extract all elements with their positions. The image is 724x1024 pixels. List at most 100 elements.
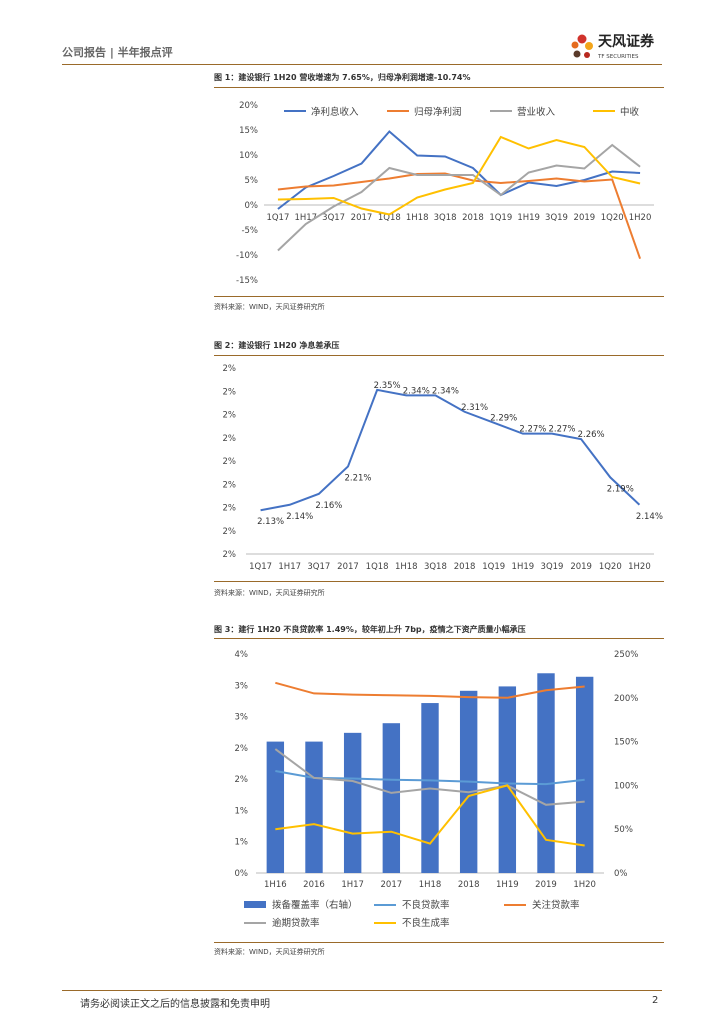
brand-logo: 天风证券 TF SECURITIES: [571, 33, 655, 60]
header-rule: [62, 64, 662, 65]
y-left-tick-label: 2%: [235, 775, 249, 785]
figure-2-source: 资料来源：WIND，天风证券研究所: [214, 589, 325, 597]
y-tick-label: 2%: [223, 364, 237, 374]
figure-3-source: 资料来源：WIND，天风证券研究所: [214, 948, 325, 956]
y-tick-label: 2%: [223, 387, 237, 397]
x-tick-label: 3Q18: [424, 562, 447, 572]
coverage-bar: [498, 686, 517, 873]
y-tick-label: 5%: [245, 176, 259, 186]
y-tick-label: 2%: [223, 504, 237, 514]
nim-line: [260, 388, 641, 512]
series-line-4: [275, 784, 585, 847]
x-tick-label: 1Q18: [378, 213, 401, 223]
x-tick-label: 1H17: [341, 880, 364, 890]
data-label: 2.29%: [490, 414, 517, 424]
y-tick-label: 2%: [223, 434, 237, 444]
x-tick-label: 1Q19: [489, 213, 512, 223]
x-tick-label: 1H20: [628, 562, 651, 572]
coverage-bar: [537, 673, 555, 873]
coverage-bar: [266, 741, 285, 873]
figure-1-source: 资料来源：WIND，天风证券研究所: [214, 303, 325, 311]
footer-rule: [62, 990, 662, 991]
chart-2-net-interest-margin: 2% 2% 2% 2% 2% 2% 2% 2% 2% 1Q17 1H17 3Q17 2017 1Q18 1H…: [223, 364, 663, 572]
y-tick-label: 2%: [223, 527, 237, 537]
y-right-tick-label: 0%: [614, 869, 628, 879]
y-left-tick-label: 4%: [235, 650, 249, 660]
legend-label-0: 拨备覆盖率（右轴）: [272, 899, 358, 911]
x-tick-label: 1H19: [512, 562, 535, 572]
x-tick-label: 1H18: [395, 562, 418, 572]
data-label: 2.14%: [286, 512, 313, 522]
legend-label-4: 不良生成率: [402, 917, 450, 929]
x-tick-label: 2018: [458, 880, 480, 890]
y-right-tick-label: 150%: [614, 738, 638, 748]
y-right-tick-label: 100%: [614, 781, 638, 791]
data-label: 2.14%: [636, 512, 663, 522]
y-tick-label: 0%: [245, 201, 259, 211]
x-tick-label: 3Q18: [434, 213, 457, 223]
figure-1-rule: [214, 87, 664, 88]
y-left-tick-label: 3%: [235, 713, 249, 723]
data-label: 2.35%: [374, 381, 401, 391]
figure-2-title: 图 2：建设银行 1H20 净息差承压: [214, 341, 340, 350]
y-tick-label: 10%: [239, 151, 258, 161]
report-type-label: 公司报告 | 半年报点评: [62, 46, 173, 59]
y-right-tick-label: 250%: [614, 650, 638, 660]
x-tick-label: 1H17: [294, 213, 317, 223]
x-tick-label: 2016: [303, 880, 325, 890]
chart-1-revenue-growth: 20% 15% 10% 5% 0% -5% -10% -15% 1Q17 1H17 3Q17 2017…: [236, 101, 654, 286]
y-tick-label: 2%: [223, 411, 237, 421]
y-left-tick-label: 1%: [235, 838, 249, 848]
x-tick-label: 1Q17: [266, 213, 289, 223]
series-line-1: [277, 172, 642, 260]
x-tick-label: 1H20: [573, 880, 596, 890]
coverage-bar: [575, 676, 594, 873]
figure-1-title: 图 1：建设银行 1H20 营收增速为 7.65%，归母净利润增速-10.74%: [214, 73, 471, 82]
data-label: 2.34%: [403, 386, 430, 396]
x-tick-label: 2019: [535, 880, 557, 890]
y-right-tick-label: 200%: [614, 694, 638, 704]
legend-label-3: 逾期贷款率: [272, 917, 320, 929]
disclaimer-text: 请务必阅读正文之后的信息披露和免责申明: [80, 999, 270, 1010]
x-tick-label: 1H19: [496, 880, 519, 890]
data-label: 2.27%: [548, 425, 575, 435]
x-tick-label: 2019: [574, 213, 596, 223]
legend-label-0: 净利息收入: [311, 106, 359, 118]
x-tick-label: 1H18: [406, 213, 429, 223]
legend-label-2: 关注贷款率: [532, 899, 580, 911]
coverage-bar: [343, 732, 362, 873]
x-tick-label: 1H16: [264, 880, 287, 890]
figure-3-rule: [214, 638, 664, 639]
data-label: 2.26%: [578, 430, 605, 440]
data-label: 2.27%: [519, 425, 546, 435]
series-line-2: [275, 681, 585, 699]
x-tick-label: 3Q17: [307, 562, 330, 572]
y-tick-label: -15%: [236, 276, 258, 286]
chart-3-asset-quality: 4% 3% 3% 2% 2% 1% 1% 0% 250% 200% 150% 100% 50% 0% 1H1…: [235, 650, 639, 929]
y-tick-label: 2%: [223, 480, 237, 490]
y-right-tick-label: 50%: [614, 825, 633, 835]
x-tick-label: 2018: [454, 562, 476, 572]
y-tick-label: -5%: [241, 226, 258, 236]
legend-label-1: 不良贷款率: [402, 899, 450, 911]
legend-label-2: 营业收入: [517, 106, 556, 118]
data-label: 2.31%: [461, 403, 488, 413]
data-label: 2.21%: [344, 473, 371, 483]
figure-3-title: 图 3：建行 1H20 不良贷款率 1.49%，较年初上升 7bp，疫情之下资产…: [214, 625, 526, 634]
y-tick-label: 2%: [223, 457, 237, 467]
x-tick-label: 1H19: [517, 213, 540, 223]
x-tick-label: 1Q19: [482, 562, 505, 572]
brand-name-cn: 天风证券: [598, 33, 655, 50]
x-tick-label: 1H18: [419, 880, 442, 890]
y-tick-label: 20%: [239, 101, 258, 111]
legend-label-3: 中收: [620, 106, 640, 118]
y-left-tick-label: 0%: [235, 869, 249, 879]
flower-icon: [571, 34, 593, 58]
x-tick-label: 1Q20: [601, 213, 624, 223]
y-left-tick-label: 1%: [235, 806, 249, 816]
y-tick-label: 2%: [223, 550, 237, 560]
data-label: 2.34%: [432, 386, 459, 396]
legend-swatch-0: [244, 901, 266, 908]
figure-2-bottom-rule: [214, 581, 664, 582]
data-label: 2.13%: [257, 517, 284, 527]
